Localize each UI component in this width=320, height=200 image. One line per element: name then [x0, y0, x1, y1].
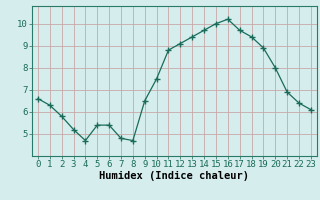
X-axis label: Humidex (Indice chaleur): Humidex (Indice chaleur) — [100, 171, 249, 181]
